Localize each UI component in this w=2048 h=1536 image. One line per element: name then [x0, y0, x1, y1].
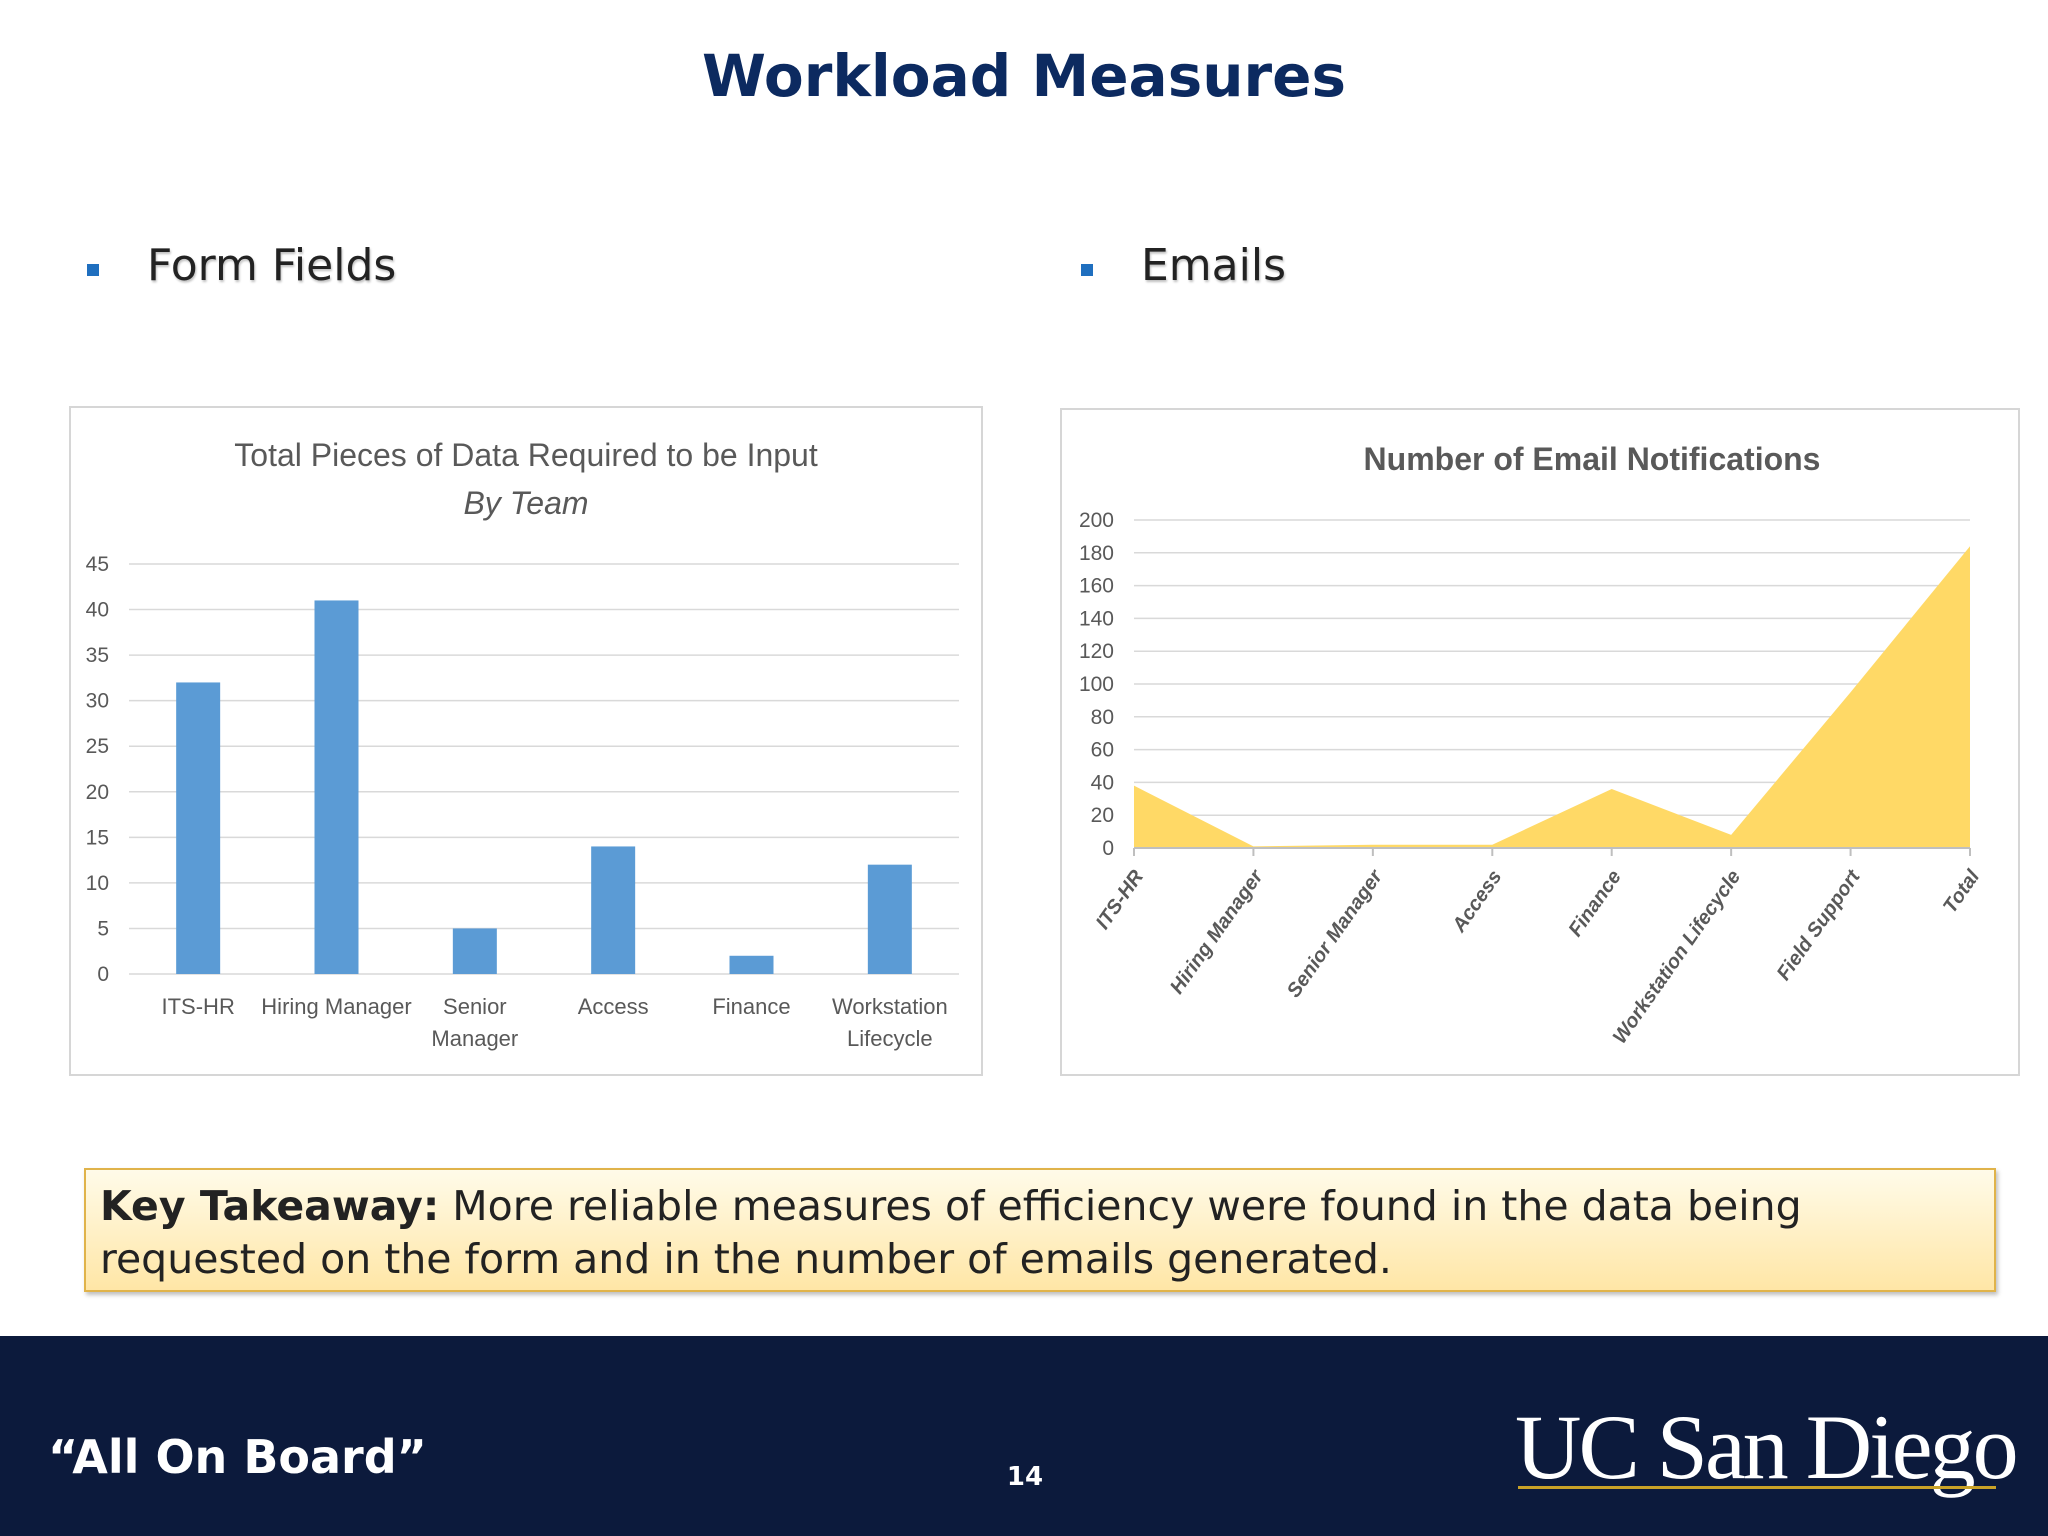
y-tick-label: 0: [1102, 837, 1114, 860]
y-tick-label: 160: [1079, 575, 1114, 598]
y-tick-label: 120: [1079, 640, 1114, 663]
bar: [314, 600, 359, 974]
y-tick-label: 180: [1079, 542, 1114, 565]
takeaway-text: More reliable measures of efficiency wer…: [100, 1182, 1802, 1283]
chart-title: Number of Email Notifications: [1364, 441, 1821, 477]
bar: [452, 928, 497, 974]
bar-chart: Total Pieces of Data Required to be Inpu…: [86, 437, 959, 1051]
bullet-square-icon: [1081, 264, 1093, 276]
y-tick-label: 100: [1079, 673, 1114, 696]
y-tick-label: 35: [86, 644, 109, 667]
x-tick-label: Hiring Manager: [1166, 865, 1268, 998]
y-tick-label: 5: [97, 917, 109, 940]
x-tick-label: Finance: [1564, 866, 1625, 941]
chart-title: Total Pieces of Data Required to be Inpu…: [234, 437, 818, 473]
bar: [176, 682, 221, 974]
page-number: 14: [1006, 1462, 1044, 1492]
y-tick-label: 40: [86, 599, 109, 622]
area-chart: Number of Email Notifications 0 20 40 60 80 10…: [1079, 441, 1984, 1048]
y-tick-label: 60: [1091, 739, 1114, 762]
takeaway-label: Key Takeaway:: [100, 1182, 440, 1230]
key-takeaway-box: Key Takeaway: More reliable measures of …: [84, 1168, 1996, 1292]
area-series: [1134, 546, 1970, 848]
y-tick-label: 40: [1091, 771, 1114, 794]
bar-chart-panel: Total Pieces of Data Required to be Inpu…: [69, 406, 983, 1076]
bullet-label: Form Fields: [147, 240, 397, 291]
y-tick-label: 45: [86, 553, 109, 576]
x-tick-label: Workstation Lifecycle: [832, 994, 948, 1051]
y-tick-label: 200: [1079, 509, 1114, 532]
x-tick-label: Total: [1939, 866, 1984, 918]
footer-tagline: “All On Board”: [48, 1430, 427, 1484]
bar: [729, 955, 774, 974]
slide-title: Workload Measures: [702, 42, 1346, 110]
x-tick-label: Workstation Lifecycle: [1609, 866, 1745, 1048]
y-tick-label: 10: [86, 872, 109, 895]
bar: [867, 864, 912, 974]
x-tick-label: Access: [1448, 866, 1507, 937]
logo-underline: [1518, 1486, 1996, 1489]
x-tick-label: Senior Manager: [431, 994, 518, 1051]
x-tick-label: Access: [578, 994, 649, 1019]
y-tick-label: 140: [1079, 607, 1114, 630]
area-chart-panel: Number of Email Notifications 0 20 40 60 80 10…: [1060, 408, 2020, 1076]
bullet-label: Emails: [1141, 240, 1286, 291]
bullet-square-icon: [87, 264, 99, 276]
y-tick-label: 15: [86, 826, 109, 849]
x-tick-label: Senior Manager: [1283, 865, 1388, 1002]
y-tick-label: 20: [86, 781, 109, 804]
y-tick-label: 80: [1091, 706, 1114, 729]
x-tick-label: Hiring Manager: [261, 994, 411, 1019]
y-tick-label: 25: [86, 735, 109, 758]
x-tick-label: Field Support: [1773, 865, 1866, 984]
x-tick-label: Finance: [712, 994, 790, 1019]
y-tick-label: 30: [86, 690, 109, 713]
y-tick-label: 20: [1091, 804, 1114, 827]
x-tick-label: ITS-HR: [1092, 866, 1149, 934]
footer-bar: “All On Board” 14 UC San Diego: [0, 1336, 2048, 1536]
x-tick-label: ITS-HR: [162, 994, 235, 1019]
uc-san-diego-logo: UC San Diego: [1515, 1396, 2019, 1498]
y-tick-label: 0: [97, 963, 109, 986]
bar: [591, 846, 636, 974]
chart-subtitle: By Team: [463, 485, 588, 521]
